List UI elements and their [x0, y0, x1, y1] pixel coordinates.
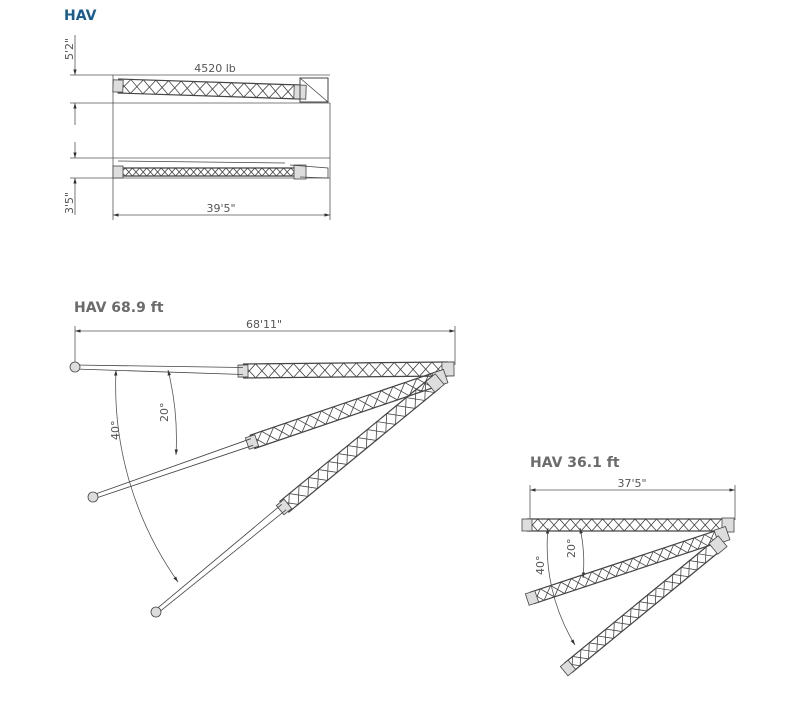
transport-length: 39'5": [206, 202, 235, 215]
short-arc-20: [579, 527, 586, 579]
short-config-title: HAV 36.1 ft: [530, 455, 620, 471]
long-arc-40: [114, 369, 179, 583]
short-angle-20: 20°: [565, 539, 578, 559]
long-angle-20: 20°: [158, 403, 171, 423]
transport-dimensions: [70, 35, 331, 220]
short-boom-horizontal: [521, 517, 735, 533]
short-span-dimension: [529, 485, 736, 646]
short-angle-40: 40°: [534, 556, 547, 576]
short-arc-40: [545, 527, 576, 646]
long-angle-40: 40°: [109, 421, 122, 441]
boom-20-degrees: [87, 368, 449, 503]
head-section: [299, 77, 329, 103]
stowed-boom-lower: [112, 164, 307, 180]
short-boom-20-degrees: [524, 525, 731, 606]
long-config-title: HAV 68.9 ft: [74, 300, 164, 316]
transport-height-top: 5'2": [63, 38, 76, 60]
boom-40-degrees: [150, 373, 445, 618]
long-span-label: 68'11": [246, 318, 282, 331]
boom-horizontal: [69, 361, 455, 379]
short-booms: [521, 517, 735, 677]
transport-booms: [112, 77, 329, 180]
long-span-dimension: [74, 326, 456, 583]
short-boom-40-degrees: [559, 535, 728, 677]
transport-title: HAV: [64, 8, 97, 24]
short-span-label: 37'5": [617, 477, 646, 490]
transport-weight: 4520 lb: [194, 62, 236, 75]
stowed-boom-upper: [112, 78, 307, 100]
long-booms: [69, 361, 455, 618]
transport-height-bottom: 3'5": [63, 192, 76, 214]
